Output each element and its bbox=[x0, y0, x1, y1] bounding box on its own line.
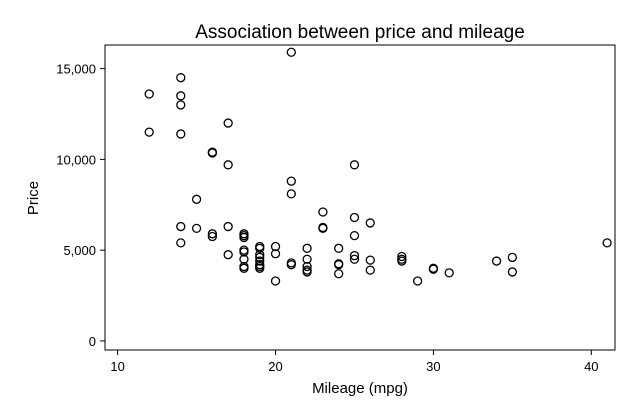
data-point bbox=[239, 247, 249, 257]
data-point bbox=[270, 249, 281, 259]
plot-frame bbox=[104, 44, 616, 351]
data-point bbox=[318, 207, 328, 217]
data-point bbox=[207, 231, 218, 242]
y-axis-label: Price bbox=[25, 181, 42, 215]
data-point bbox=[334, 269, 344, 279]
data-point bbox=[176, 73, 186, 83]
data-point bbox=[255, 263, 265, 273]
data-point bbox=[349, 254, 360, 264]
data-point bbox=[239, 263, 249, 273]
x-tick-label: 30 bbox=[426, 359, 440, 374]
data-point bbox=[349, 230, 360, 241]
data-point bbox=[397, 251, 407, 262]
data-point bbox=[144, 127, 154, 137]
data-point bbox=[428, 264, 439, 274]
data-point bbox=[207, 148, 218, 158]
data-point bbox=[318, 223, 328, 234]
data-point bbox=[255, 250, 265, 260]
data-point bbox=[191, 223, 202, 234]
data-point bbox=[349, 212, 360, 223]
data-point bbox=[270, 276, 281, 286]
y-tick-label: 0 bbox=[89, 334, 96, 349]
data-point bbox=[302, 243, 312, 253]
x-axis: 10 20 30 40 bbox=[110, 350, 599, 374]
data-point bbox=[286, 189, 296, 199]
data-point bbox=[349, 250, 360, 261]
y-tick-label: 10,000 bbox=[56, 152, 96, 167]
data-point bbox=[365, 255, 375, 265]
data-point bbox=[286, 47, 296, 57]
data-point bbox=[365, 265, 375, 275]
data-point bbox=[176, 91, 186, 101]
chart-title: Association between price and mileage bbox=[195, 22, 525, 43]
data-point bbox=[176, 100, 186, 110]
data-point bbox=[144, 89, 154, 99]
data-point bbox=[444, 268, 454, 278]
data-point bbox=[412, 276, 423, 286]
data-point bbox=[223, 221, 233, 232]
data-points bbox=[144, 47, 612, 286]
data-point bbox=[239, 232, 249, 243]
data-point bbox=[176, 221, 186, 232]
data-point bbox=[255, 256, 265, 266]
data-point bbox=[349, 160, 360, 170]
data-point bbox=[334, 243, 344, 253]
data-point bbox=[365, 218, 375, 228]
data-point bbox=[302, 267, 312, 277]
data-point bbox=[239, 254, 249, 264]
data-point bbox=[302, 254, 312, 264]
data-point bbox=[176, 129, 186, 139]
data-point bbox=[255, 243, 265, 253]
data-point bbox=[397, 256, 407, 266]
data-point bbox=[286, 260, 296, 270]
data-point bbox=[334, 260, 344, 270]
x-axis-label: Mileage (mpg) bbox=[312, 380, 408, 397]
data-point bbox=[223, 160, 233, 170]
x-tick-label: 10 bbox=[110, 359, 124, 374]
data-point bbox=[270, 241, 281, 252]
data-point bbox=[255, 252, 265, 263]
data-point bbox=[507, 252, 518, 263]
x-tick-label: 40 bbox=[584, 359, 598, 374]
x-tick-label: 20 bbox=[268, 359, 282, 374]
y-tick-label: 5,000 bbox=[63, 243, 96, 258]
data-point bbox=[286, 176, 296, 186]
data-point bbox=[223, 118, 233, 128]
data-point bbox=[507, 267, 518, 277]
y-tick-label: 15,000 bbox=[56, 62, 96, 77]
data-point bbox=[176, 238, 186, 248]
data-point bbox=[491, 256, 502, 266]
data-point bbox=[602, 238, 612, 248]
data-point bbox=[207, 229, 218, 239]
y-axis: 0 5,000 10,000 15,000 bbox=[56, 62, 105, 349]
data-point bbox=[302, 261, 312, 272]
data-point bbox=[223, 250, 233, 260]
data-point bbox=[191, 194, 202, 204]
